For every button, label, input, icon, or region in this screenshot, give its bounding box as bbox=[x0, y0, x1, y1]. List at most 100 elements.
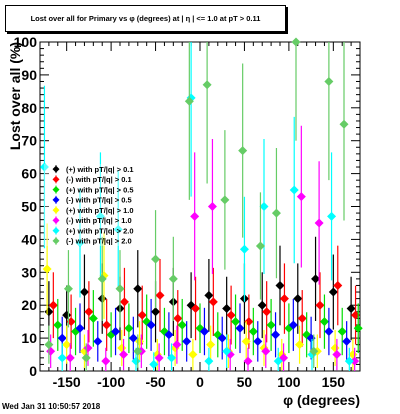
chart-title-box: Lost over all for Primary vs φ (degrees)… bbox=[5, 5, 286, 32]
x-tick-label: 0 bbox=[196, 374, 204, 390]
legend-marker bbox=[52, 216, 60, 224]
legend-entry: (+) with pT/|q| > 0.5 bbox=[66, 185, 134, 194]
legend-marker bbox=[52, 227, 60, 235]
data-point bbox=[177, 320, 187, 330]
y-tick-label: 30 bbox=[21, 264, 37, 280]
legend-entry: (+) with pT/|q| > 0.1 bbox=[66, 165, 134, 174]
data-point bbox=[172, 340, 182, 350]
data-point bbox=[124, 323, 134, 333]
data-point bbox=[314, 218, 324, 228]
x-tick-label: -100 bbox=[97, 374, 125, 390]
data-point bbox=[95, 211, 105, 221]
data-point bbox=[275, 280, 285, 290]
data-point bbox=[93, 336, 103, 346]
legend-entry: (-) with pT/|q| > 0.5 bbox=[66, 196, 132, 205]
data-point bbox=[155, 290, 165, 300]
data-point bbox=[39, 162, 49, 172]
series-8 bbox=[44, 37, 349, 371]
data-point bbox=[243, 356, 253, 366]
data-point bbox=[173, 313, 183, 323]
data-point bbox=[111, 327, 121, 337]
data-point bbox=[353, 323, 363, 333]
legend-entry: (-) with pT/|q| > 2.0 bbox=[66, 237, 132, 246]
series-2 bbox=[48, 245, 361, 351]
data-point bbox=[235, 323, 245, 333]
data-point bbox=[257, 300, 267, 310]
data-point bbox=[164, 330, 174, 340]
data-point bbox=[115, 284, 125, 294]
data-point bbox=[241, 336, 251, 346]
data-point bbox=[119, 350, 129, 360]
data-point bbox=[217, 333, 227, 343]
legend-marker bbox=[52, 206, 60, 214]
data-point bbox=[319, 317, 329, 327]
data-point bbox=[222, 346, 232, 356]
data-point bbox=[266, 320, 276, 330]
data-point bbox=[75, 238, 85, 248]
x-tick-label: 100 bbox=[277, 374, 301, 390]
data-point bbox=[324, 76, 334, 86]
legend-box bbox=[44, 164, 132, 246]
data-point bbox=[62, 310, 72, 320]
data-point bbox=[151, 307, 161, 317]
data-point bbox=[289, 185, 299, 195]
data-point bbox=[273, 356, 283, 366]
data-point bbox=[311, 274, 321, 284]
data-point bbox=[133, 346, 143, 356]
data-point bbox=[191, 303, 201, 313]
data-point bbox=[81, 353, 91, 363]
data-point bbox=[330, 343, 340, 353]
y-tick-label: 70 bbox=[21, 133, 37, 149]
data-point bbox=[97, 274, 107, 284]
data-point bbox=[190, 211, 200, 221]
y-tick-label: 60 bbox=[21, 166, 37, 182]
data-point bbox=[315, 300, 325, 310]
data-point bbox=[207, 202, 217, 211]
data-point bbox=[262, 307, 272, 317]
data-point bbox=[295, 340, 305, 350]
y-tick-label: 80 bbox=[21, 100, 37, 116]
data-point bbox=[204, 356, 214, 366]
data-point bbox=[63, 284, 73, 294]
x-tick-label: 150 bbox=[322, 374, 346, 390]
y-axis-title: Lost over all (%) bbox=[7, 42, 23, 150]
legend-entry: (-) with pT/|q| > 0.1 bbox=[66, 175, 132, 184]
data-point bbox=[62, 340, 72, 350]
data-point bbox=[327, 211, 337, 221]
y-tick-label: 100 bbox=[14, 34, 38, 50]
data-point bbox=[255, 241, 265, 251]
legend-marker bbox=[52, 186, 60, 194]
data-point bbox=[279, 294, 289, 304]
data-point bbox=[151, 254, 161, 264]
data-point bbox=[339, 119, 349, 129]
legend-entry: (-) with pT/|q| > 1.0 bbox=[66, 216, 132, 225]
data-point bbox=[202, 80, 212, 90]
data-point bbox=[44, 340, 54, 350]
data-point bbox=[182, 336, 192, 346]
x-axis-title: φ (degrees) bbox=[283, 392, 360, 408]
data-point bbox=[239, 244, 249, 254]
series-7 bbox=[39, 42, 354, 371]
data-point bbox=[84, 307, 94, 317]
series-3 bbox=[53, 290, 363, 358]
x-tick-label: 50 bbox=[237, 374, 253, 390]
data-point bbox=[238, 146, 248, 156]
data-point bbox=[204, 290, 214, 300]
data-point bbox=[346, 303, 356, 313]
data-point bbox=[57, 333, 67, 343]
data-point bbox=[199, 327, 209, 337]
y-tick-label: 90 bbox=[21, 67, 37, 83]
data-point bbox=[53, 320, 63, 330]
data-point bbox=[231, 317, 241, 327]
data-point bbox=[46, 346, 56, 356]
plot-frame-layer bbox=[39, 41, 361, 372]
x-tick-label: -150 bbox=[53, 374, 81, 390]
data-point bbox=[184, 96, 194, 106]
data-point bbox=[57, 353, 67, 363]
data-point bbox=[65, 353, 75, 363]
data-point bbox=[293, 294, 303, 304]
data-point bbox=[117, 343, 127, 353]
data-point bbox=[332, 350, 342, 360]
data-point bbox=[146, 320, 156, 330]
